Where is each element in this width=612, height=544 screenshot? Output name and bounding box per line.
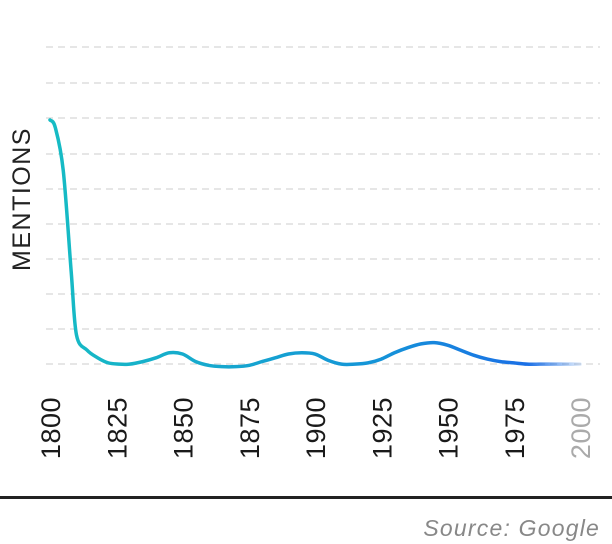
x-axis-ticks: 1800 1825 1850 1875 1900 1925 1950 1975 2000: [36, 397, 596, 459]
source-note: Source: Google: [423, 515, 600, 541]
x-tick-label: 1900: [301, 397, 331, 459]
base-rule: [0, 496, 612, 499]
x-tick-label: 1875: [235, 397, 265, 459]
x-tick-label: 1925: [367, 397, 397, 459]
x-tick-label: 2000: [566, 397, 596, 459]
grid-lines: [46, 46, 600, 365]
x-tick-label: 1950: [434, 397, 464, 459]
x-tick-label: 1800: [36, 397, 66, 459]
x-tick-label: 1825: [102, 397, 132, 459]
x-tick-label: 1975: [500, 397, 530, 459]
x-tick-label: 1850: [169, 397, 199, 459]
y-axis-label: MENTIONS: [8, 127, 36, 271]
series-group: [48, 118, 582, 369]
series-line-0: [48, 118, 582, 369]
